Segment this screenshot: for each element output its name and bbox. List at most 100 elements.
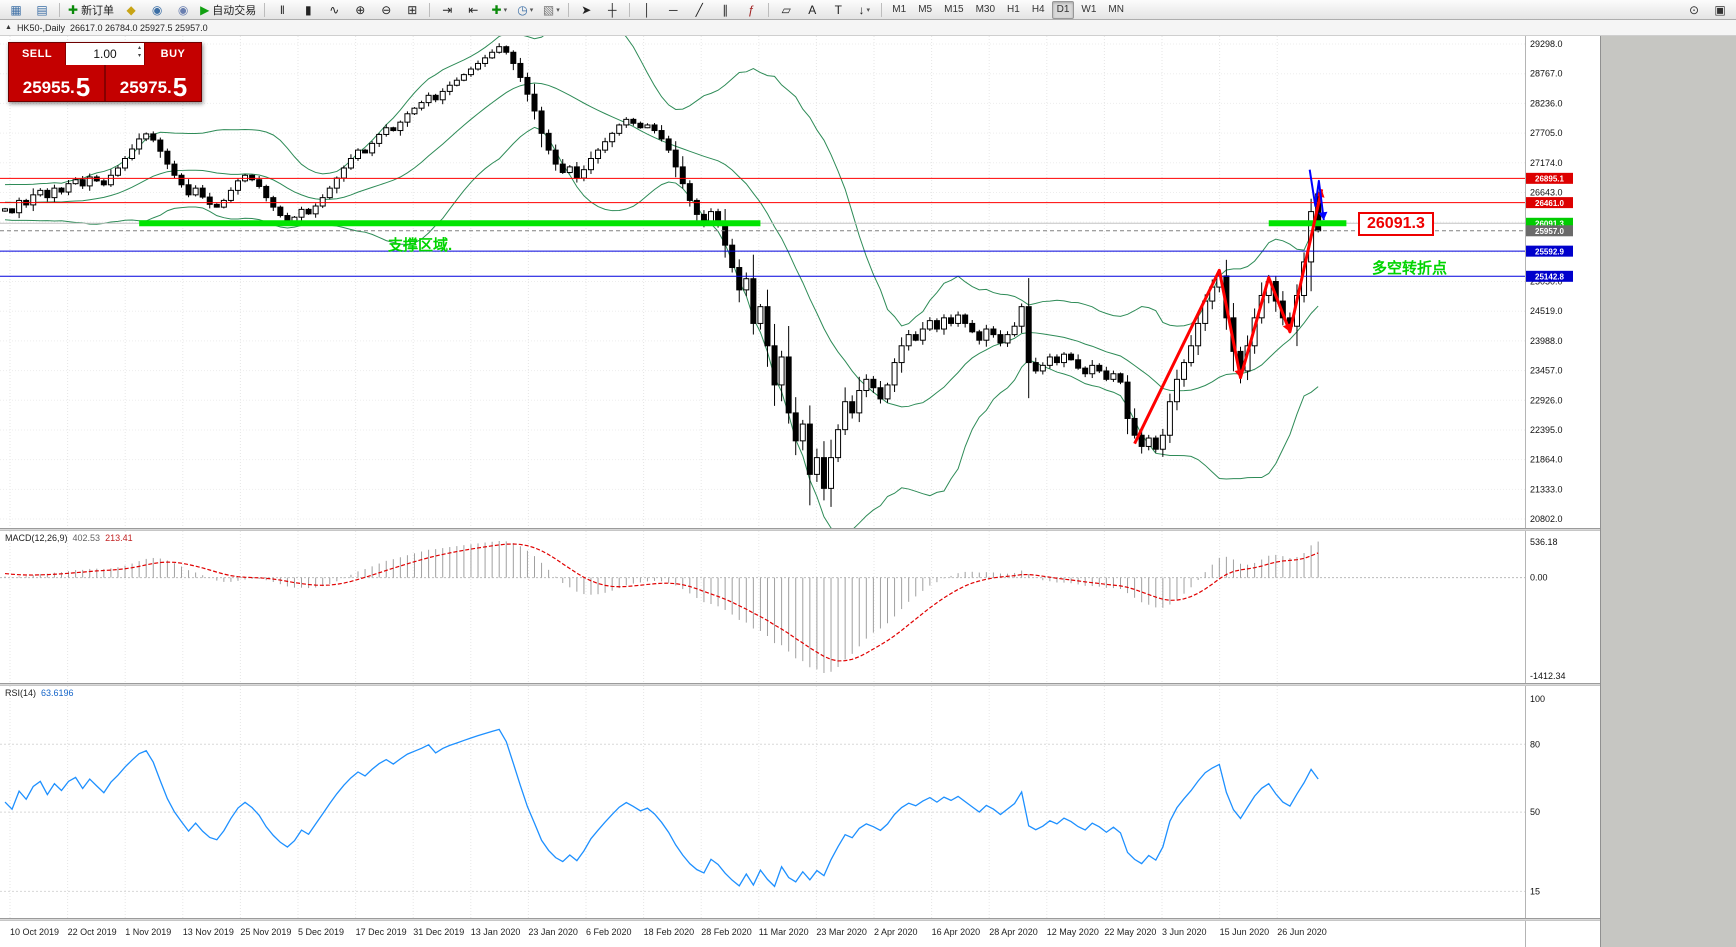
text-label-icon[interactable]: T [826, 0, 850, 19]
timeframe-buttons: M1 M5 M15 M30 H1 H4 D1 W1 MN [886, 0, 1130, 20]
metaeditor-icon[interactable]: ◆ [119, 0, 143, 19]
dropdown-caret-icon: ▾ [529, 6, 534, 14]
svg-text:27705.0: 27705.0 [1530, 128, 1563, 138]
pivot-point-annotation: 多空转折点 [1372, 260, 1448, 277]
x-axis-date: 28 Feb 2020 [701, 927, 752, 937]
x-axis-date: 5 Dec 2019 [298, 927, 345, 937]
trendline-icon[interactable]: ╱ [687, 0, 711, 19]
text-label-icon: T [834, 2, 842, 17]
timeframe-w1[interactable]: W1 [1081, 4, 1097, 15]
periods-icon[interactable]: ◷ ▾ [513, 0, 537, 19]
panel-separator[interactable] [0, 528, 1600, 531]
bar-chart-icon[interactable]: ‖ [270, 0, 294, 19]
svg-text:20802.0: 20802.0 [1530, 514, 1563, 524]
vertical-grid [9, 686, 1278, 918]
svg-text:23988.0: 23988.0 [1530, 336, 1563, 346]
history-center-icon[interactable]: ◉ [145, 0, 169, 19]
panel-separator[interactable] [0, 918, 1600, 921]
arrows-icon[interactable]: ↓ ▾ [852, 0, 876, 19]
chart-window: 29298.0 28767.0 28236.0 27705.0 27174.0 26643… [0, 36, 1600, 947]
fibonacci-icon: ƒ [747, 2, 755, 17]
indicators-icon[interactable]: ✚ ▾ [487, 0, 511, 19]
rsi-panel[interactable]: 100 80 50 15 [0, 686, 1600, 918]
lot-spinner: ▴ ▾ [138, 45, 141, 61]
time-axis[interactable]: 10 Oct 2019 22 Oct 2019 1 Nov 2019 13 Nov 2… [0, 920, 1600, 947]
tile-windows-icon[interactable]: ⊞ [400, 0, 424, 19]
global-settings-icon[interactable]: ◉ [171, 0, 195, 19]
x-axis-date: 3 Jun 2020 [1162, 927, 1207, 937]
main-price-chart[interactable]: 29298.0 28767.0 28236.0 27705.0 27174.0 26643… [0, 36, 1600, 528]
chart-shift-icon[interactable]: ⇤ [461, 0, 485, 19]
svg-text:21333.0: 21333.0 [1530, 484, 1563, 494]
svg-text:29298.0: 29298.0 [1530, 39, 1563, 49]
x-axis-date: 25 Nov 2019 [240, 927, 292, 937]
profiles-icon[interactable]: ▤ [30, 0, 54, 19]
channel-icon[interactable]: ∥ [713, 0, 737, 19]
cursor-icon[interactable]: ➤ [574, 0, 598, 19]
x-axis-date: 10 Oct 2019 [10, 927, 60, 937]
svg-text:80: 80 [1530, 739, 1540, 749]
svg-text:23457.0: 23457.0 [1530, 366, 1563, 376]
horizontal-line-icon: ─ [669, 2, 678, 17]
shapes-icon[interactable]: ▱ [774, 0, 798, 19]
macd-label: MACD(12,26,9) 402.53 213.41 [5, 533, 133, 543]
x-axis-date: 1 Nov 2019 [125, 927, 172, 937]
spinner-down-icon[interactable]: ▾ [137, 52, 141, 59]
symbol-marker-icon: ▲ [5, 24, 12, 31]
profiles-icon: ▤ [36, 2, 48, 17]
axis-price-badge [1526, 225, 1573, 237]
panel-separator[interactable] [0, 683, 1600, 686]
zoom-in-icon[interactable]: ⊕ [348, 0, 372, 19]
sell-price[interactable]: 25955. 5 [9, 65, 104, 101]
line-chart-icon[interactable]: ∿ [322, 0, 346, 19]
timeframe-m30[interactable]: M30 [975, 4, 996, 15]
blue-zigzag-trendline[interactable] [1308, 169, 1328, 221]
sell-price-main: 25955. [22, 78, 75, 97]
x-axis-date: 18 Feb 2020 [643, 927, 695, 937]
timeframe-m15[interactable]: M15 [944, 4, 964, 15]
toolbar-separator [881, 2, 883, 17]
templates-icon[interactable]: ▧ ▾ [539, 0, 563, 19]
vertical-line-icon[interactable]: │ [635, 0, 659, 19]
timeframe-h4[interactable]: H4 [1031, 4, 1045, 15]
svg-text:100: 100 [1530, 694, 1545, 704]
crosshair-icon[interactable]: ┼ [600, 0, 624, 19]
toolbar-separator [568, 2, 570, 17]
support-zone-annotation: 支撑区域. [388, 237, 453, 254]
fibonacci-icon[interactable]: ƒ [739, 0, 763, 19]
sell-button[interactable]: SELL [21, 48, 53, 60]
svg-text:27174.0: 27174.0 [1530, 158, 1563, 168]
x-axis-date: 2 Apr 2020 [874, 927, 918, 937]
buy-button[interactable]: BUY [160, 48, 186, 60]
svg-text:28236.0: 28236.0 [1530, 98, 1563, 108]
text-icon[interactable]: A [800, 0, 824, 19]
timeframe-h1[interactable]: H1 [1007, 4, 1020, 15]
chart-shift-icon: ⇤ [468, 2, 479, 17]
macd-panel[interactable]: 536.18 0.00 -1412.34 [0, 531, 1600, 683]
price-axis-border [1525, 36, 1526, 947]
dropdown-caret-icon: ▾ [503, 6, 508, 14]
new-chart-icon[interactable]: ▦ [4, 0, 28, 19]
new-order-button[interactable]: ✚ 新订单 [65, 0, 117, 19]
autotrading-button[interactable]: ▶ 自动交易 [197, 0, 259, 19]
x-axis-date: 16 Apr 2020 [931, 927, 981, 937]
horizontal-line-icon[interactable]: ─ [661, 0, 685, 19]
buy-price[interactable]: 25975. 5 [104, 65, 201, 101]
zoom-out-icon[interactable]: ⊖ [374, 0, 398, 19]
candlestick-chart-icon[interactable]: ▮ [296, 0, 320, 19]
timeframe-d1[interactable]: D1 [1051, 0, 1075, 19]
search-icon[interactable]: ⊙ [1682, 0, 1706, 19]
macd-name: MACD(12,26,9) [5, 533, 68, 543]
x-axis-date: 15 Jun 2020 [1219, 927, 1270, 937]
toolbar: ▦ ▤ ✚ 新订单 ◆ ◉ ◉ ▶ 自动交易 ‖ ▮ ∿ ⊕ ⊖ ⊞ ⇥ ⇤ ✚ ▾ ◷ ▾ ▧ ▾ ➤ ┼ │ ─ ╱ ∥ ƒ ▱ A T ↓ ▾… [0, 0, 1736, 20]
spinner-up-icon[interactable]: ▴ [137, 45, 141, 51]
auto-scroll-icon[interactable]: ⇥ [435, 0, 459, 19]
toolbar-separator [429, 2, 431, 17]
metaeditor-icon: ◆ [126, 2, 136, 17]
pin-chart-icon[interactable]: ▣ [1708, 0, 1732, 19]
timeframe-m1[interactable]: M1 [892, 4, 907, 15]
lot-size-input[interactable]: 1.00 ▴ ▾ [65, 43, 145, 65]
timeframe-m5[interactable]: M5 [918, 4, 933, 15]
timeframe-mn[interactable]: MN [1108, 4, 1124, 15]
